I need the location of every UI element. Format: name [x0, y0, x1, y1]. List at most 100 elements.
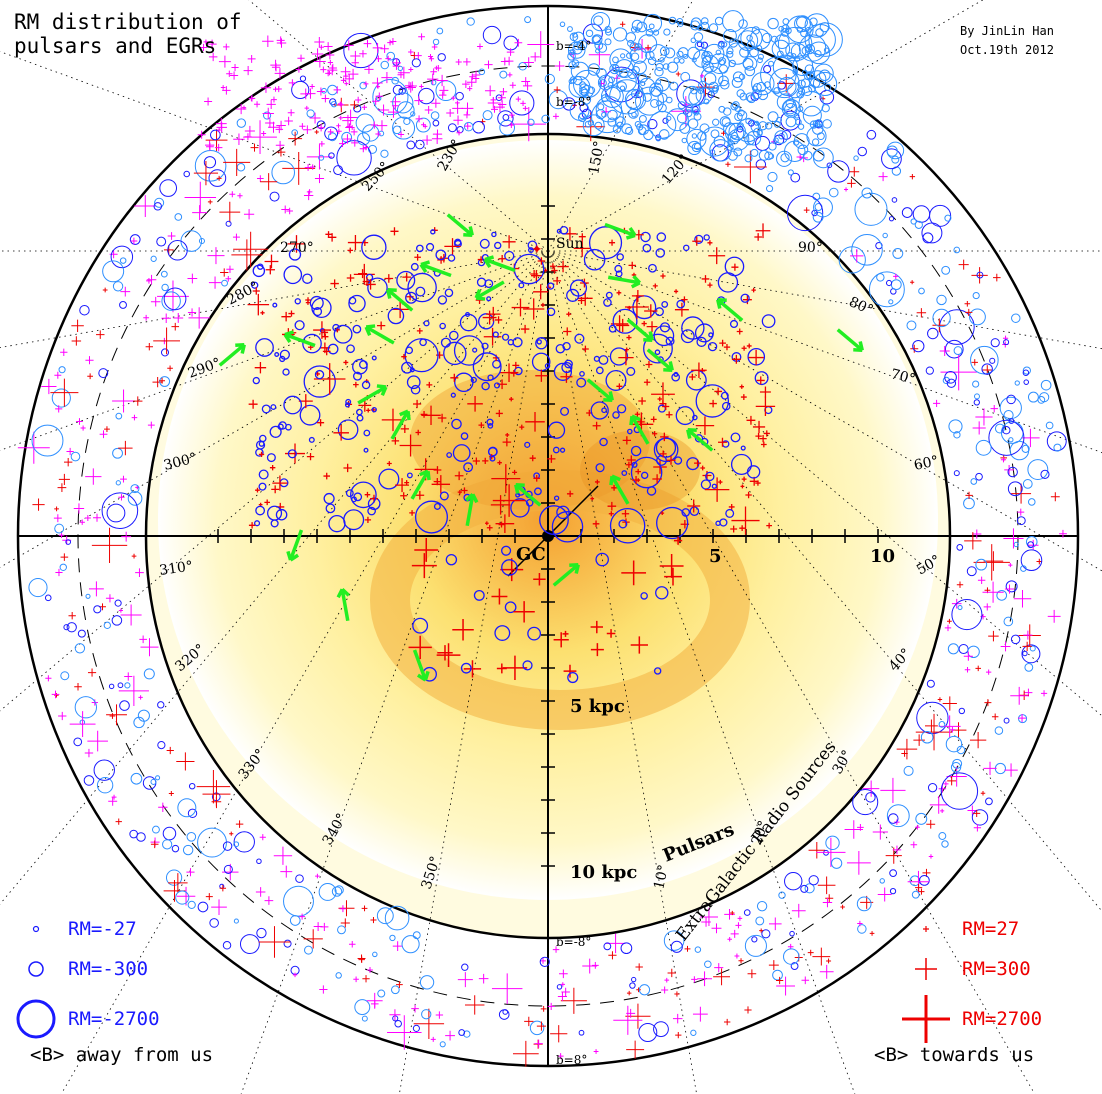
rm-negative-marker: [522, 660, 533, 671]
rm-positive-marker: [322, 333, 329, 340]
field-arrow: [410, 470, 430, 500]
rm-positive-marker: [288, 79, 297, 87]
rm-negative-marker: [718, 105, 726, 113]
rm-negative-marker: [111, 615, 123, 626]
rm-positive-marker: [85, 468, 102, 485]
rm-negative-marker: [311, 297, 332, 318]
rm-positive-marker: [933, 399, 941, 407]
rm-positive-marker: [135, 568, 144, 578]
rm-positive-marker: [745, 491, 752, 499]
rm-negative-marker: [973, 399, 980, 406]
rm-negative-marker: [1020, 565, 1027, 572]
field-arrows: [218, 213, 864, 682]
rm-negative-marker: [1016, 516, 1026, 526]
rm-positive-marker: [755, 480, 761, 486]
field-arrow-head: [853, 341, 864, 353]
rm-negative-marker: [1046, 431, 1067, 452]
rm-positive-marker: [534, 1039, 543, 1048]
rm-negative-marker: [694, 946, 702, 953]
rm-positive-marker: [733, 150, 767, 184]
rm-negative-marker: [162, 839, 173, 850]
rm-positive-marker: [436, 74, 448, 87]
rm-positive-marker: [120, 286, 131, 297]
rm-negative-marker: [1008, 437, 1014, 443]
rm-negative-marker: [283, 885, 314, 917]
rm-negative-marker: [430, 111, 440, 120]
rm-negative-marker: [579, 370, 585, 377]
rm-positive-marker: [375, 84, 381, 89]
rm-negative-marker: [757, 53, 764, 60]
rm-negative-marker: [259, 434, 267, 443]
rm-negative-marker: [994, 726, 1004, 735]
longitude-label: 270°: [280, 240, 314, 256]
rm-positive-marker: [699, 73, 705, 78]
rm-negative-marker: [73, 737, 83, 747]
rm-positive-marker: [872, 824, 888, 840]
rm-negative-marker: [110, 245, 134, 269]
rm-negative-marker: [665, 336, 675, 346]
rm-positive-marker: [431, 475, 451, 494]
rm-negative-marker: [435, 249, 447, 261]
rm-positive-marker: [498, 521, 505, 528]
rm-positive-marker: [1022, 641, 1032, 652]
rm-negative-marker: [275, 508, 288, 521]
rm-negative-marker: [627, 68, 638, 80]
rm-positive-marker: [319, 140, 325, 147]
rm-negative-marker: [356, 414, 364, 422]
rm-positive-marker: [347, 247, 354, 254]
rm-negative-marker: [225, 220, 232, 227]
rm-negative-marker: [941, 840, 949, 848]
rm-positive-marker: [68, 612, 76, 620]
rm-negative-marker: [685, 104, 694, 113]
rm-negative-marker: [901, 207, 913, 218]
rm-negative-marker: [778, 891, 786, 899]
rm-positive-marker: [593, 1049, 599, 1054]
rm-negative-marker: [796, 16, 808, 29]
rm-positive-marker: [825, 894, 834, 903]
rm-negative-marker: [486, 296, 492, 302]
rm-negative-marker: [595, 463, 605, 473]
rm-negative-marker: [918, 875, 930, 886]
rm-positive-marker: [504, 56, 514, 66]
rm-positive-marker: [400, 492, 408, 500]
rm-negative-marker: [425, 242, 435, 252]
rm-negative-marker: [647, 118, 658, 130]
rm-negative-marker: [746, 40, 755, 49]
rm-negative-marker: [757, 89, 769, 101]
rm-positive-marker: [250, 143, 259, 152]
rm-positive-marker: [262, 107, 274, 120]
rm-positive-marker: [355, 96, 362, 104]
rm-negative-marker: [696, 24, 703, 31]
legend-towards-label-1: RM=27: [962, 918, 1020, 940]
rm-positive-marker: [244, 125, 255, 137]
rm-negative-marker: [233, 831, 255, 853]
rm-negative-marker: [690, 1029, 697, 1036]
rm-positive-marker: [118, 675, 149, 706]
rm-negative-marker: [656, 455, 667, 466]
rm-negative-marker: [704, 43, 725, 65]
rm-negative-marker: [755, 916, 765, 926]
rm-positive-marker: [159, 377, 165, 384]
rm-positive-marker: [207, 199, 213, 205]
rm-negative-marker: [953, 346, 963, 356]
rm-positive-marker: [322, 347, 331, 356]
rm-negative-marker: [819, 89, 835, 105]
rm-negative-marker: [990, 338, 1000, 348]
rm-negative-marker: [708, 23, 719, 33]
rm-negative-marker: [692, 414, 698, 421]
rm-negative-marker: [653, 667, 662, 675]
rm-negative-marker: [822, 119, 832, 129]
rm-positive-marker: [751, 287, 756, 293]
rm-negative-marker: [1023, 379, 1030, 385]
rm-positive-marker: [330, 279, 339, 288]
rm-positive-marker: [666, 455, 676, 465]
rm-negative-marker: [527, 247, 534, 254]
rm-negative-marker: [989, 357, 996, 364]
rm-positive-marker: [740, 484, 745, 489]
rm-negative-marker: [662, 117, 669, 124]
rm-positive-marker: [131, 414, 138, 421]
rm-negative-marker: [697, 131, 707, 141]
rm-negative-marker: [774, 34, 790, 50]
rm-negative-marker: [812, 149, 825, 162]
rm-positive-marker: [219, 201, 241, 223]
